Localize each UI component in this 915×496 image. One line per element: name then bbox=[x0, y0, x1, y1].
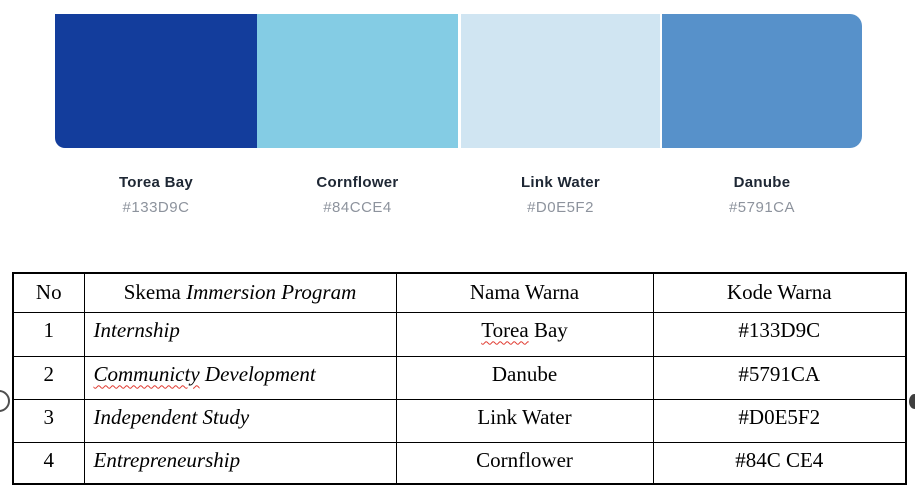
cell-nama-warna[interactable]: Danube bbox=[395, 355, 654, 400]
table-row: 3 Independent Study Link Water #D0E5F2 bbox=[12, 398, 907, 443]
color-hex-code: #5791CA bbox=[728, 199, 796, 216]
cell-program[interactable]: Communicty Development bbox=[83, 355, 397, 400]
table-header-row: No Skema Immersion Program Nama Warna Ko… bbox=[12, 272, 907, 313]
table-row: 4 Entrepreneurship Cornflower #84C CE4 bbox=[12, 441, 907, 485]
swatch-cornflower bbox=[257, 14, 458, 148]
cell-program[interactable]: Entrepreneurship bbox=[83, 441, 397, 485]
cell-no[interactable]: 1 bbox=[12, 311, 85, 357]
program-text: Internship bbox=[93, 317, 180, 342]
cell-no[interactable]: 2 bbox=[12, 355, 85, 400]
color-hex-code: #133D9C bbox=[122, 199, 190, 216]
cell-nama-warna[interactable]: Torea Bay bbox=[395, 311, 654, 357]
program-text: Entrepreneurship bbox=[93, 447, 241, 472]
palette-labels: Torea Bay #133D9C Cornflower #84CCE4 Lin… bbox=[55, 173, 862, 219]
cell-nama-warna[interactable]: Cornflower bbox=[395, 441, 654, 485]
selection-handle-right-icon[interactable] bbox=[909, 394, 915, 409]
cell-no[interactable]: 4 bbox=[12, 441, 85, 485]
cell-program[interactable]: Internship bbox=[83, 311, 397, 357]
header-skema-immersion-program[interactable]: Skema Immersion Program bbox=[83, 272, 397, 313]
cell-kode-warna[interactable]: #84C CE4 bbox=[652, 441, 907, 485]
cell-no[interactable]: 3 bbox=[12, 398, 85, 443]
selection-handle-left-icon[interactable] bbox=[0, 390, 10, 412]
warna-text: Cornflower bbox=[476, 447, 573, 472]
header-kode-warna[interactable]: Kode Warna bbox=[652, 272, 907, 313]
cell-nama-warna[interactable]: Link Water bbox=[395, 398, 654, 443]
misspelled-text: Torea bbox=[481, 317, 529, 342]
warna-text: Link Water bbox=[477, 404, 572, 429]
color-name: Link Water bbox=[520, 174, 601, 191]
cell-kode-warna[interactable]: #D0E5F2 bbox=[652, 398, 907, 443]
color-palette-image bbox=[55, 14, 862, 148]
warna-text: Bay bbox=[528, 317, 568, 342]
header-skema-italic: Immersion Program bbox=[186, 280, 357, 305]
warna-text: Danube bbox=[491, 361, 558, 386]
program-text: Independent Study bbox=[93, 404, 250, 429]
cell-kode-warna[interactable]: #133D9C bbox=[652, 311, 907, 357]
table-row: 2 Communicty Development Danube #5791CA bbox=[12, 355, 907, 400]
palette-label: Link Water #D0E5F2 bbox=[461, 173, 660, 219]
swatch-danube bbox=[662, 14, 862, 148]
swatch-torea-bay bbox=[55, 14, 257, 148]
header-skema-prefix: Skema bbox=[123, 280, 181, 305]
table-row: 1 Internship Torea Bay #133D9C bbox=[12, 311, 907, 357]
color-hex-code: #84CCE4 bbox=[323, 199, 392, 216]
header-no[interactable]: No bbox=[12, 272, 85, 313]
color-scheme-table: No Skema Immersion Program Nama Warna Ko… bbox=[12, 272, 907, 485]
header-nama-warna[interactable]: Nama Warna bbox=[395, 272, 654, 313]
color-name: Cornflower bbox=[316, 174, 399, 191]
palette-label: Danube #5791CA bbox=[662, 173, 862, 219]
palette-label: Cornflower #84CCE4 bbox=[257, 173, 458, 219]
color-name: Danube bbox=[733, 174, 791, 191]
swatch-link-water bbox=[461, 14, 660, 148]
cell-program[interactable]: Independent Study bbox=[83, 398, 397, 443]
cell-kode-warna[interactable]: #5791CA bbox=[652, 355, 907, 400]
program-text: Development bbox=[199, 361, 316, 386]
color-name: Torea Bay bbox=[118, 174, 194, 191]
color-hex-code: #D0E5F2 bbox=[527, 199, 594, 216]
misspelled-text: Communicty bbox=[93, 361, 200, 386]
palette-label: Torea Bay #133D9C bbox=[55, 173, 257, 219]
